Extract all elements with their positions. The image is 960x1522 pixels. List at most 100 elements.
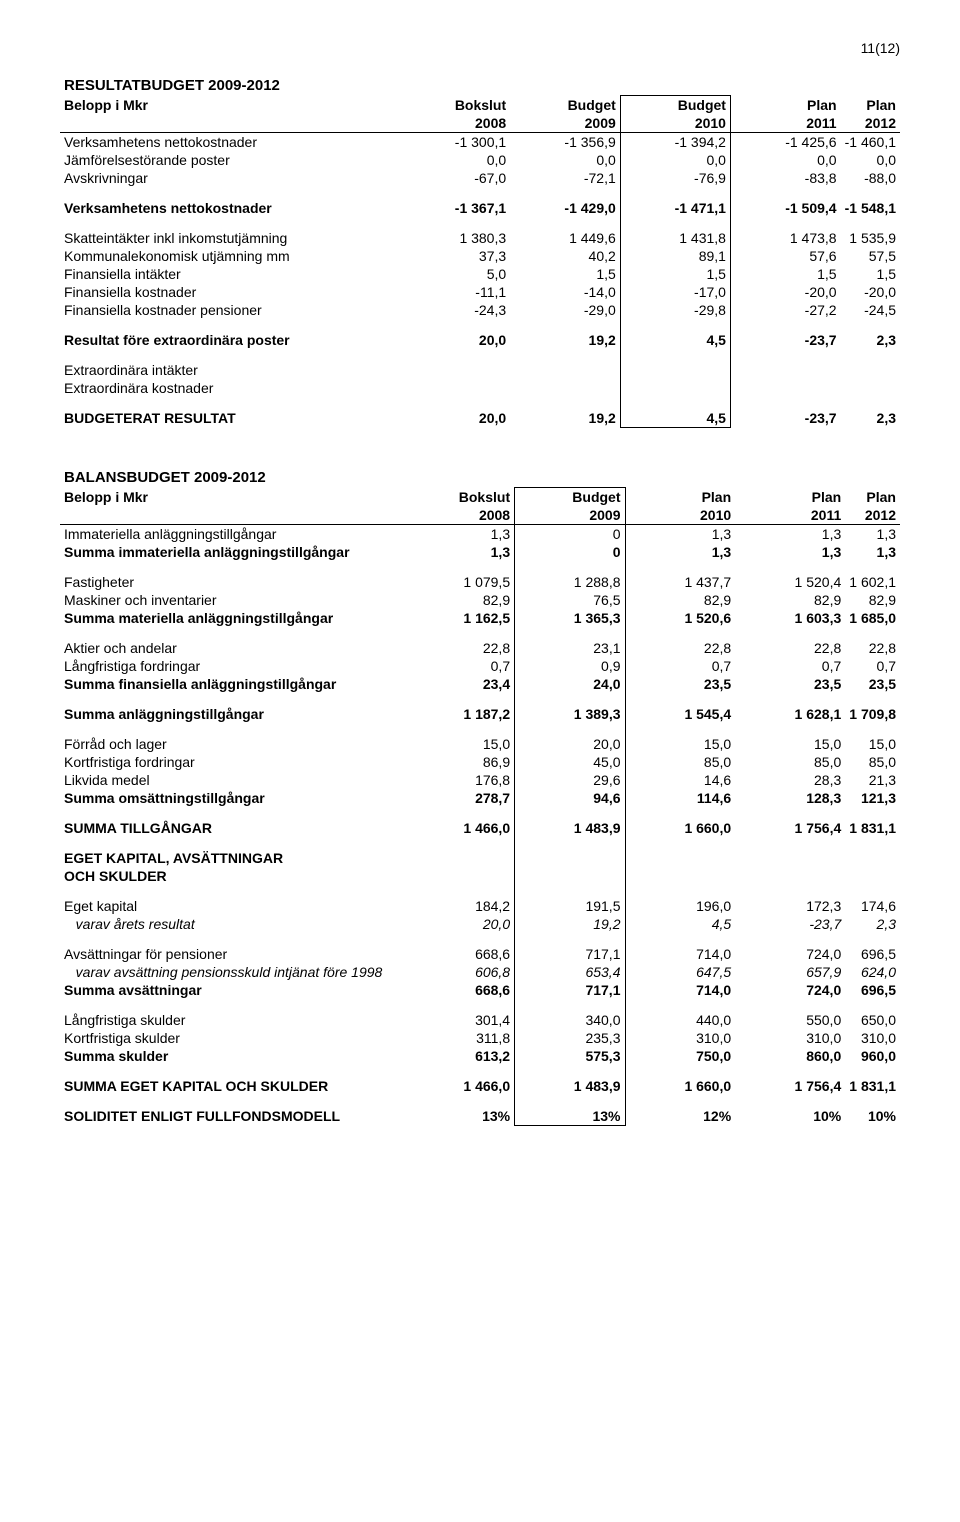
row-value: 29,6 xyxy=(515,771,625,789)
row-value: 86,9 xyxy=(404,753,515,771)
row-value: 717,1 xyxy=(515,981,625,999)
row-value: -1 429,0 xyxy=(510,199,620,217)
row-value: 76,5 xyxy=(515,591,625,609)
row-value: Bokslut xyxy=(400,96,510,115)
row-value: 311,8 xyxy=(404,1029,515,1047)
row-value: 1,3 xyxy=(845,543,900,561)
row-value: -88,0 xyxy=(841,169,900,187)
row-value: -1 509,4 xyxy=(730,199,840,217)
row-label: Eget kapital xyxy=(60,897,404,915)
row-value: 1,3 xyxy=(735,525,845,544)
row-value: 310,0 xyxy=(625,1029,735,1047)
row-value: 24,0 xyxy=(515,675,625,693)
row-value: Plan xyxy=(845,488,900,507)
row-value: 0,0 xyxy=(730,151,840,169)
row-value: 696,5 xyxy=(845,945,900,963)
row-value: -1 394,2 xyxy=(620,133,730,152)
row-value: 37,3 xyxy=(400,247,510,265)
row-label: SUMMA EGET KAPITAL OCH SKULDER xyxy=(60,1077,404,1095)
row-label: Summa avsättningar xyxy=(60,981,404,999)
page-number: 11(12) xyxy=(60,40,900,56)
row-value: 1 603,3 xyxy=(735,609,845,627)
row-value: 0,0 xyxy=(510,151,620,169)
row-value: 10% xyxy=(845,1107,900,1126)
row-value: 15,0 xyxy=(625,735,735,753)
row-value: 613,2 xyxy=(404,1047,515,1065)
row-label: Extraordinära kostnader xyxy=(60,379,400,397)
row-value: -1 548,1 xyxy=(841,199,900,217)
row-value xyxy=(845,867,900,885)
row-value: 724,0 xyxy=(735,981,845,999)
row-value: 1,3 xyxy=(625,543,735,561)
row-value: 960,0 xyxy=(845,1047,900,1065)
row-value: 2011 xyxy=(730,114,840,133)
row-value: 1 831,1 xyxy=(845,1077,900,1095)
row-value: 1 437,7 xyxy=(625,573,735,591)
row-value: 1 079,5 xyxy=(404,573,515,591)
row-label: Extraordinära intäkter xyxy=(60,361,400,379)
row-value: 2012 xyxy=(845,506,900,525)
row-value: 624,0 xyxy=(845,963,900,981)
row-value: -14,0 xyxy=(510,283,620,301)
row-label: BUDGETERAT RESULTAT xyxy=(60,409,400,428)
row-value: 2008 xyxy=(404,506,515,525)
row-label: Kortfristiga skulder xyxy=(60,1029,404,1047)
row-value: 2009 xyxy=(515,506,625,525)
row-value xyxy=(735,867,845,885)
row-value: 1 473,8 xyxy=(730,229,840,247)
row-label: Avskrivningar xyxy=(60,169,400,187)
row-label: Belopp i Mkr xyxy=(60,488,404,507)
row-value: 0 xyxy=(515,543,625,561)
row-value: 196,0 xyxy=(625,897,735,915)
row-value: 1 520,6 xyxy=(625,609,735,627)
row-value xyxy=(400,379,510,397)
row-value: 23,5 xyxy=(845,675,900,693)
row-label: Immateriella anläggningstillgångar xyxy=(60,525,404,544)
row-value: 0,0 xyxy=(620,151,730,169)
row-value: 2008 xyxy=(400,114,510,133)
row-value: 606,8 xyxy=(404,963,515,981)
row-value: 22,8 xyxy=(735,639,845,657)
row-value: 2010 xyxy=(625,506,735,525)
row-value xyxy=(404,849,515,867)
row-value: 114,6 xyxy=(625,789,735,807)
row-value: -1 300,1 xyxy=(400,133,510,152)
row-value: 94,6 xyxy=(515,789,625,807)
row-value: 1 380,3 xyxy=(400,229,510,247)
row-value: 10% xyxy=(735,1107,845,1126)
row-value xyxy=(841,379,900,397)
row-value: 2012 xyxy=(841,114,900,133)
row-value xyxy=(625,867,735,885)
row-value: 57,5 xyxy=(841,247,900,265)
row-value: 1 365,3 xyxy=(515,609,625,627)
row-value xyxy=(404,867,515,885)
row-label: Summa materiella anläggningstillgångar xyxy=(60,609,404,627)
row-value xyxy=(845,849,900,867)
row-value xyxy=(515,849,625,867)
row-value: 14,6 xyxy=(625,771,735,789)
row-label: Summa skulder xyxy=(60,1047,404,1065)
row-label: Summa immateriella anläggningstillgångar xyxy=(60,543,404,561)
row-label: varav avsättning pensionsskuld intjänat … xyxy=(60,963,404,981)
row-value: 23,4 xyxy=(404,675,515,693)
row-value: -23,7 xyxy=(735,915,845,933)
row-label xyxy=(60,114,400,133)
row-value: Budget xyxy=(510,96,620,115)
row-value xyxy=(841,361,900,379)
row-value: 19,2 xyxy=(515,915,625,933)
row-value: -72,1 xyxy=(510,169,620,187)
row-value xyxy=(735,849,845,867)
row-label: Finansiella kostnader pensioner xyxy=(60,301,400,319)
row-value: 40,2 xyxy=(510,247,620,265)
row-value: 714,0 xyxy=(625,945,735,963)
row-value: 4,5 xyxy=(620,409,730,428)
row-value: -76,9 xyxy=(620,169,730,187)
row-value: 82,9 xyxy=(404,591,515,609)
row-label: Långfristiga skulder xyxy=(60,1011,404,1029)
row-value: 860,0 xyxy=(735,1047,845,1065)
row-label: Summa finansiella anläggningstillgångar xyxy=(60,675,404,693)
row-value: 235,3 xyxy=(515,1029,625,1047)
row-label: EGET KAPITAL, AVSÄTTNINGAR xyxy=(60,849,404,867)
row-value: 657,9 xyxy=(735,963,845,981)
row-value: 22,8 xyxy=(404,639,515,657)
